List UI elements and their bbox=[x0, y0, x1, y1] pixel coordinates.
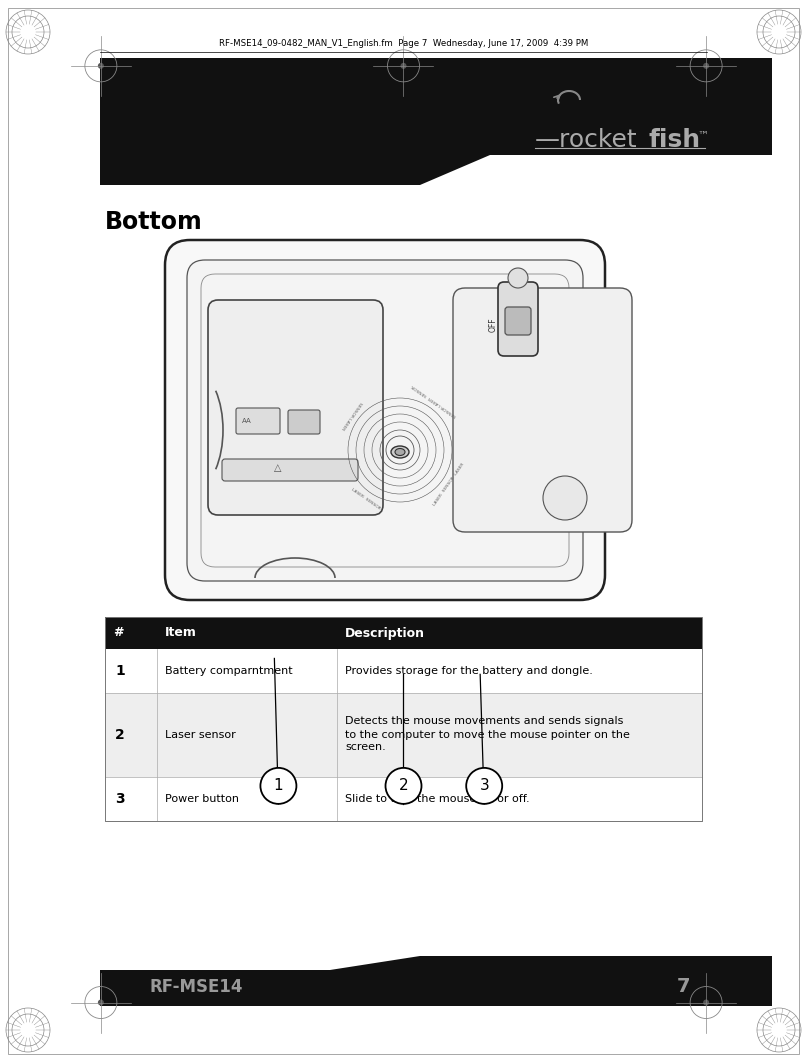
Text: Description: Description bbox=[345, 627, 425, 639]
Text: AA: AA bbox=[242, 418, 252, 424]
Text: Laser sensor: Laser sensor bbox=[165, 730, 236, 740]
FancyBboxPatch shape bbox=[165, 240, 605, 600]
Circle shape bbox=[386, 768, 421, 804]
Ellipse shape bbox=[391, 446, 409, 458]
Circle shape bbox=[98, 999, 104, 1006]
FancyBboxPatch shape bbox=[208, 299, 383, 515]
Text: fish: fish bbox=[649, 129, 701, 152]
FancyBboxPatch shape bbox=[222, 459, 358, 481]
Bar bbox=[105, 693, 702, 777]
Text: Slide to turn the mouse on or off.: Slide to turn the mouse on or off. bbox=[345, 794, 529, 804]
Circle shape bbox=[703, 999, 709, 1006]
Bar bbox=[105, 617, 702, 821]
Circle shape bbox=[261, 768, 296, 804]
Text: LASER  SENSOR  LASER: LASER SENSOR LASER bbox=[433, 462, 466, 507]
FancyBboxPatch shape bbox=[187, 260, 583, 581]
Text: #: # bbox=[113, 627, 123, 639]
Text: RF-MSE14: RF-MSE14 bbox=[150, 978, 244, 996]
Circle shape bbox=[508, 268, 528, 288]
Text: Power button: Power button bbox=[165, 794, 239, 804]
Circle shape bbox=[400, 63, 407, 69]
FancyBboxPatch shape bbox=[505, 307, 531, 335]
Circle shape bbox=[466, 768, 502, 804]
Polygon shape bbox=[100, 956, 772, 1006]
Text: △: △ bbox=[274, 463, 282, 473]
Text: Provides storage for the battery and dongle.: Provides storage for the battery and don… bbox=[345, 666, 593, 676]
Circle shape bbox=[98, 63, 104, 69]
Text: 2: 2 bbox=[399, 778, 408, 793]
Text: 3: 3 bbox=[479, 778, 489, 793]
Bar bbox=[105, 617, 702, 649]
Text: screen.: screen. bbox=[345, 742, 386, 753]
Text: to the computer to move the mouse pointer on the: to the computer to move the mouse pointe… bbox=[345, 730, 630, 739]
Text: SENSOR LASER: SENSOR LASER bbox=[340, 400, 362, 430]
Ellipse shape bbox=[395, 448, 405, 456]
Text: OFF: OFF bbox=[489, 318, 498, 332]
FancyBboxPatch shape bbox=[453, 288, 632, 532]
Bar bbox=[105, 777, 702, 821]
Text: ™: ™ bbox=[697, 131, 708, 141]
Circle shape bbox=[703, 63, 709, 69]
Text: Item: Item bbox=[165, 627, 197, 639]
Text: —rocket: —rocket bbox=[535, 129, 638, 152]
Text: RF-MSE14_09-0482_MAN_V1_English.fm  Page 7  Wednesday, June 17, 2009  4:39 PM: RF-MSE14_09-0482_MAN_V1_English.fm Page … bbox=[219, 39, 588, 48]
Text: 1: 1 bbox=[274, 778, 283, 793]
Text: Bottom: Bottom bbox=[105, 210, 203, 234]
Text: 3: 3 bbox=[115, 792, 124, 806]
Polygon shape bbox=[100, 58, 772, 185]
Text: 1: 1 bbox=[115, 664, 125, 678]
Text: 2: 2 bbox=[115, 727, 125, 742]
FancyBboxPatch shape bbox=[288, 410, 320, 434]
Text: Detects the mouse movements and sends signals: Detects the mouse movements and sends si… bbox=[345, 717, 623, 726]
Bar bbox=[105, 649, 702, 693]
FancyBboxPatch shape bbox=[236, 408, 280, 434]
Text: LASER  SENSOR: LASER SENSOR bbox=[350, 487, 381, 511]
FancyBboxPatch shape bbox=[498, 282, 538, 356]
Circle shape bbox=[543, 476, 587, 520]
Text: SENSOR LASER  SENSOR: SENSOR LASER SENSOR bbox=[412, 383, 458, 418]
Text: Battery comparntment: Battery comparntment bbox=[165, 666, 293, 676]
Text: 7: 7 bbox=[677, 977, 691, 996]
